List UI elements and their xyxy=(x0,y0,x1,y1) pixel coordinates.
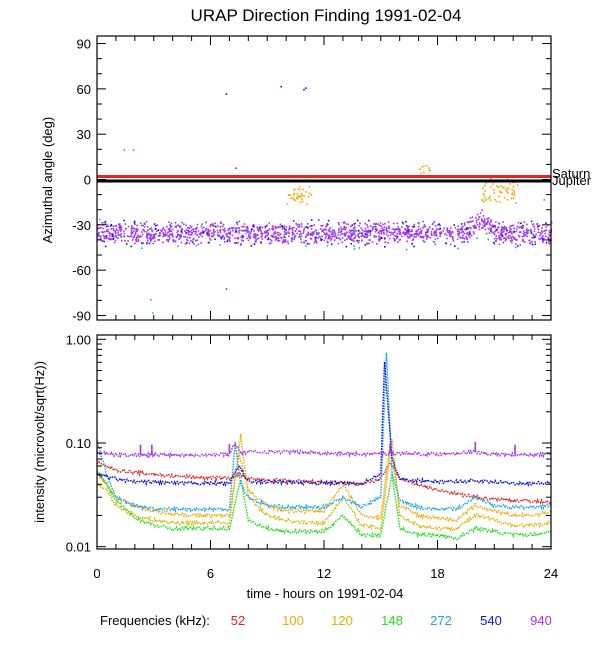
azimuth-tick-label: -60 xyxy=(72,263,91,278)
frequency-legend: Frequencies (kHz): 52 100 120 148 272 540 940 xyxy=(100,613,552,628)
legend-title: Frequencies (kHz): xyxy=(100,613,210,628)
azimuth-scatter-940 xyxy=(97,209,553,246)
legend-entry-120: 120 xyxy=(331,613,353,628)
time-tick-label: 12 xyxy=(317,566,331,581)
azimuth-tick-label: 60 xyxy=(77,82,91,97)
intensity-lines xyxy=(96,352,552,541)
reference-lines xyxy=(97,174,551,183)
azimuth-tick-label: 90 xyxy=(77,37,91,52)
azimuth-tick-label: 30 xyxy=(77,127,91,142)
intensity-series-540 xyxy=(96,361,552,488)
azimuth-tick-label: 0 xyxy=(84,173,91,188)
azimuth-tick-label: -90 xyxy=(72,308,91,323)
legend-entry-148: 148 xyxy=(381,613,403,628)
azimuth-scatter-540 xyxy=(101,85,550,248)
azimuth-ticks: -90 -60 -30 0 30 60 90 xyxy=(72,36,552,323)
intensity-series-120 xyxy=(97,433,552,532)
time-tick-label: 24 xyxy=(544,566,558,581)
azimuth-plot-frame xyxy=(96,35,552,321)
intensity-tick-label: 1.00 xyxy=(66,332,91,347)
azimuth-tick-label: -30 xyxy=(72,218,91,233)
jupiter-label: Jupiter xyxy=(552,173,592,188)
azimuth-points xyxy=(97,85,553,314)
time-axis-label: time - hours on 1991-02-04 xyxy=(247,586,404,601)
azimuth-panel: -90 -60 -30 0 30 60 90 Saturn Jupiter Azimutha… xyxy=(40,35,592,323)
intensity-series-52 xyxy=(96,460,552,505)
azimuth-axis-label: Azimuthal angle (deg) xyxy=(40,117,55,243)
time-tick-label: 0 xyxy=(93,566,100,581)
intensity-series-940 xyxy=(96,441,552,459)
intensity-ticks: 0.01 0.10 1.00 0 6 12 18 24 xyxy=(66,332,559,581)
intensity-series-148 xyxy=(96,470,552,541)
intensity-series-100 xyxy=(96,443,552,522)
intensity-axis-label: intensity (microvolt/sqrt(Hz)) xyxy=(32,361,47,523)
saturn-label: Saturn xyxy=(552,166,590,181)
chart-title: URAP Direction Finding 1991-02-04 xyxy=(191,6,462,25)
legend-entry-540: 540 xyxy=(480,613,502,628)
legend-entry-52: 52 xyxy=(231,613,245,628)
time-tick-label: 6 xyxy=(207,566,214,581)
legend-entry-272: 272 xyxy=(430,613,452,628)
legend-entry-100: 100 xyxy=(282,613,304,628)
intensity-series-272 xyxy=(96,352,552,514)
intensity-panel: 0.01 0.10 1.00 0 6 12 18 24 intensity (microvol… xyxy=(32,332,558,601)
legend-entry-940: 940 xyxy=(530,613,552,628)
azimuth-scatter-100 xyxy=(286,165,519,206)
intensity-tick-label: 0.10 xyxy=(66,436,91,451)
time-tick-label: 18 xyxy=(430,566,444,581)
intensity-tick-label: 0.01 xyxy=(66,540,91,555)
